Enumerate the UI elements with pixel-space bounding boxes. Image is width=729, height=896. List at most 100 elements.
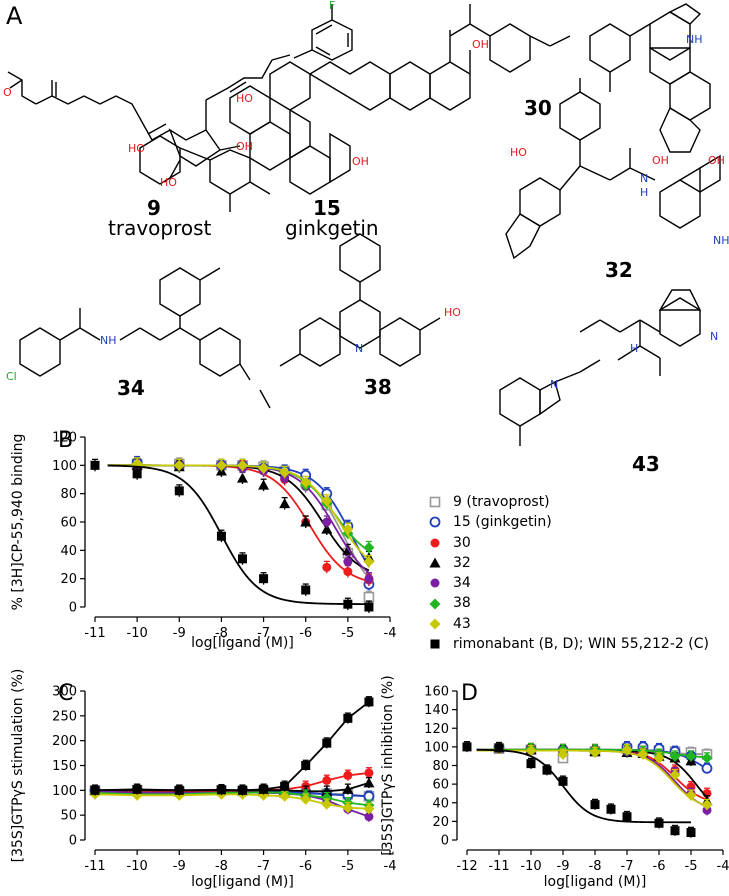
- x-tick-label: -10: [520, 859, 541, 874]
- data-point: [215, 459, 227, 471]
- y-axis-label: [35S]GTPγS stimulation (%): [10, 669, 26, 863]
- data-point: [321, 785, 333, 796]
- data-point: [279, 498, 291, 509]
- legend-label: 34: [453, 575, 471, 592]
- data-point: [343, 567, 353, 577]
- legend-label: 43: [453, 615, 471, 632]
- fit-line: [107, 464, 369, 606]
- data-point: [321, 523, 333, 534]
- data-point: [364, 602, 374, 612]
- data-point: [237, 459, 248, 471]
- data-point: [237, 472, 248, 483]
- y-tick-label: 20: [432, 815, 449, 830]
- data-point: [343, 599, 353, 609]
- data-point: [525, 745, 537, 757]
- data-point: [238, 785, 247, 795]
- chart-panel-C: 0 50 100 150 200 250 300 -11 -10 -9 -8 -7 -6 -5 -4 log[…: [10, 669, 396, 890]
- y-tick-label: 100: [52, 459, 77, 474]
- data-point: [363, 591, 375, 603]
- data-point: [90, 460, 100, 470]
- structure-34: [19, 267, 271, 409]
- data-point: [279, 466, 291, 478]
- data-point: [280, 781, 290, 791]
- data-point: [174, 785, 184, 795]
- x-tick-label: -6: [299, 626, 312, 641]
- x-tick-label: -11: [84, 859, 105, 874]
- legend-item: 9 (travoprost): [426, 492, 709, 512]
- data-point: [132, 784, 142, 794]
- atom-label: OH: [472, 38, 489, 51]
- chemical-structures: [7, 3, 721, 446]
- y-tick-label: 150: [52, 759, 77, 774]
- data-point: [494, 743, 504, 753]
- data-point: [701, 799, 713, 811]
- data-point: [669, 750, 681, 762]
- data-point: [322, 517, 332, 527]
- legend-label: 32: [453, 554, 471, 571]
- data-point: [364, 574, 374, 584]
- data-point: [259, 784, 269, 794]
- data-point: [259, 574, 269, 584]
- x-tick-label: -10: [127, 626, 148, 641]
- x-tick-label: -11: [488, 859, 509, 874]
- atom-label: F: [329, 0, 336, 12]
- data-point: [669, 769, 681, 781]
- chart-panel-B: 0 20 40 60 80 100 120 -11 -10 -9 -8 -7 -6 -5 -4 log[lig…: [10, 431, 396, 652]
- y-tick-label: 20: [60, 572, 77, 587]
- data-point: [363, 556, 375, 568]
- data-point: [364, 768, 374, 778]
- data-point: [300, 793, 312, 805]
- data-point: [342, 783, 354, 794]
- x-tick-label: -11: [84, 626, 105, 641]
- atom-label: Cl: [6, 370, 17, 383]
- data-point: [701, 762, 713, 774]
- x-tick-label: -5: [685, 859, 698, 874]
- legend-item: 32: [426, 553, 709, 573]
- data-point: [606, 804, 616, 814]
- x-tick-label: -4: [717, 859, 729, 874]
- compound-32-label: 32: [605, 258, 633, 282]
- data-point: [685, 750, 697, 762]
- y-tick-label: 40: [60, 544, 77, 559]
- x-tick-label: -6: [653, 859, 666, 874]
- structure-32: [505, 78, 721, 260]
- y-tick-label: 80: [60, 487, 77, 502]
- legend-marker-shape: [429, 557, 441, 568]
- data-point: [637, 748, 649, 760]
- y-tick-label: 100: [424, 740, 449, 755]
- y-tick-label: 50: [60, 809, 77, 824]
- x-tick-label: -5: [341, 626, 354, 641]
- y-tick-label: 60: [432, 778, 449, 793]
- compound-34-label: 34: [117, 376, 145, 400]
- series-rimonabant: [462, 741, 696, 838]
- atom-label: H: [630, 342, 639, 355]
- data-point: [363, 542, 375, 553]
- panel-a-label: A: [6, 2, 23, 30]
- legend-label: 9 (travoprost): [453, 494, 550, 510]
- x-tick-label: -12: [456, 859, 477, 874]
- data-point: [301, 761, 311, 770]
- legend-item: 38: [426, 593, 709, 613]
- x-tick-label: -9: [173, 859, 186, 874]
- data-point: [685, 789, 697, 801]
- data-point: [90, 785, 100, 795]
- chart-panel-D: 0 20 40 60 80 100 120 140 160 -12 -11 -10 -9 -8 -7 -6 -5…: [380, 675, 729, 890]
- y-axis-label: [35S]GTPγS inhibition (%): [380, 675, 396, 855]
- data-point: [322, 738, 332, 748]
- data-point: [343, 557, 353, 567]
- legend-marker-shape: [429, 618, 441, 630]
- legend-item: 30: [426, 533, 709, 553]
- atom-label: NH: [100, 334, 117, 347]
- y-tick-label: 80: [432, 759, 449, 774]
- legend-marker-shape: [429, 517, 441, 528]
- atom-label: HO: [510, 146, 527, 159]
- legend-marker: [429, 598, 441, 610]
- structure-15: [139, 30, 471, 212]
- data-point: [462, 742, 472, 752]
- series-win-55-212-2: [90, 696, 374, 796]
- legend-item: 34: [426, 573, 709, 593]
- legend-label: 38: [453, 595, 471, 612]
- atom-label: HO: [236, 92, 253, 105]
- data-point: [343, 770, 353, 780]
- x-tick-label: -7: [257, 626, 270, 641]
